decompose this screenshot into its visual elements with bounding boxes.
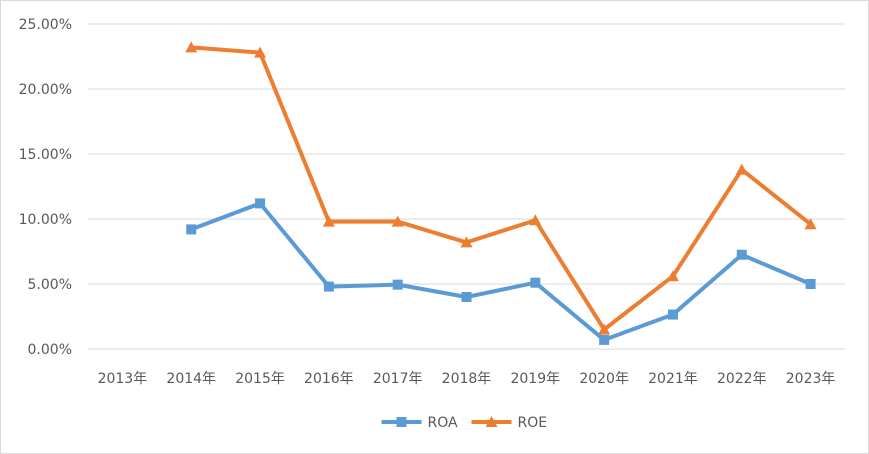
y-tick-label: 10.00% — [19, 212, 72, 228]
legend-item-roe: ROE — [471, 415, 548, 431]
x-tick-label: 2017年 — [373, 371, 423, 387]
data-point-roa — [392, 279, 403, 290]
series-line-roe — [189, 45, 813, 332]
data-point-roa — [530, 277, 541, 288]
x-tick-label: 2023年 — [786, 371, 836, 387]
x-tick-label: 2013年 — [98, 371, 148, 387]
data-point-roe — [666, 270, 679, 282]
data-point-roe — [529, 214, 542, 226]
data-point-roa — [599, 334, 610, 345]
legend: ROA ROE — [381, 415, 548, 431]
x-tick-label: 2014年 — [166, 371, 216, 387]
legend-label: ROA — [428, 415, 459, 431]
series-roe — [185, 41, 817, 335]
series-line-roa — [189, 201, 813, 342]
data-point-roa — [667, 309, 678, 320]
legend-marker — [396, 417, 407, 427]
series-roa — [186, 198, 816, 345]
data-point-roe — [598, 323, 611, 335]
legend-label: ROE — [518, 415, 548, 431]
data-point-roe — [804, 218, 817, 230]
data-point-roa — [805, 279, 816, 289]
x-tick-label: 2015年 — [235, 371, 285, 387]
x-tick-label: 2018年 — [442, 371, 492, 387]
data-point-roa — [186, 224, 197, 235]
data-point-roe — [460, 236, 473, 248]
x-tick-label: 2022年 — [717, 371, 767, 387]
y-tick-label: 0.00% — [28, 342, 72, 358]
y-axis: 0.00% 5.00% 10.00% 15.00% 20.00% 25.00% — [19, 17, 72, 358]
series-layer — [185, 41, 817, 345]
y-tick-label: 15.00% — [19, 147, 72, 163]
data-point-roa — [736, 249, 747, 260]
y-tick-label: 5.00% — [28, 277, 72, 293]
data-point-roe — [322, 215, 335, 227]
legend-item-roa: ROA — [381, 415, 459, 431]
data-point-roa — [323, 281, 334, 292]
legend-marker — [485, 416, 498, 427]
y-tick-label: 25.00% — [19, 17, 72, 33]
x-tick-label: 2021年 — [648, 371, 698, 387]
x-tick-label: 2019年 — [510, 371, 560, 387]
y-tick-label: 20.00% — [19, 82, 72, 98]
x-axis: 2013年 2014年 2015年 2016年 2017年 2018年 2019年 2020年… — [98, 371, 836, 387]
x-tick-label: 2020年 — [579, 371, 629, 387]
data-point-roa — [461, 292, 472, 302]
data-point-roa — [255, 198, 266, 209]
data-point-roe — [185, 41, 198, 53]
x-tick-label: 2016年 — [304, 371, 354, 387]
data-point-roe — [391, 215, 404, 227]
data-point-roe — [735, 163, 748, 175]
data-point-roe — [254, 46, 267, 58]
